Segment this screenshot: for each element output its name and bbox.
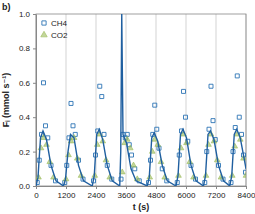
data-point: [232, 143, 238, 148]
data-point: [100, 95, 104, 99]
data-point: [155, 127, 159, 131]
x-tick-mark: [156, 186, 157, 189]
y-tick-label: 1.0: [19, 10, 31, 19]
y-axis-title: Fᵢ (mmol s⁻¹): [1, 73, 11, 128]
data-point: [182, 89, 186, 93]
x-tick: 2400: [88, 186, 106, 200]
y-tick: 0.0: [19, 182, 36, 191]
x-tick-mark: [186, 186, 187, 189]
x-tick-mark: [216, 186, 217, 189]
x-tick: 3600: [118, 186, 136, 200]
grid-line: [156, 14, 157, 186]
x-tick: 6000: [178, 186, 196, 200]
x-tick-label: 2400: [88, 191, 106, 200]
y-axis: 0.0 0.2 0.4 0.6 0.8 1.0: [19, 10, 37, 191]
grid: [36, 14, 246, 186]
y-tick-label: 0.8: [19, 44, 31, 53]
y-tick-mark: [33, 186, 36, 187]
data-point: [69, 101, 73, 105]
data-point: [44, 124, 48, 128]
legend-label: CO2: [51, 31, 68, 40]
x-tick-label: 6000: [178, 191, 196, 200]
y-tick-mark: [33, 14, 36, 15]
y-tick-mark: [33, 117, 36, 118]
x-tick-mark: [96, 186, 97, 189]
legend-marker: [41, 31, 47, 37]
x-tick: 1200: [58, 186, 76, 200]
x-tick-mark: [246, 186, 247, 189]
y-tick-label: 0.4: [19, 113, 31, 122]
x-tick-label: 4800: [148, 191, 166, 200]
x-axis-line: [37, 186, 247, 187]
data-point: [237, 115, 241, 119]
grid-line: [186, 14, 187, 186]
x-tick-mark: [126, 186, 127, 189]
x-tick: 7200: [208, 186, 226, 200]
data-point: [71, 124, 75, 128]
x-axis-title: t (s): [133, 202, 150, 212]
y-tick-label: 0.6: [19, 79, 31, 88]
chart-svg: 012002400360048006000720084000.00.20.40.…: [0, 0, 255, 214]
data-point: [94, 141, 100, 146]
legend-marker: [42, 21, 46, 25]
chart-container: 012002400360048006000720084000.00.20.40.…: [0, 0, 255, 214]
data-point: [206, 141, 212, 146]
y-tick: 0.6: [19, 79, 36, 88]
plot-area: 012002400360048006000720084000.00.20.40.…: [19, 10, 255, 200]
panel-title: b): [2, 2, 11, 12]
x-tick: 4800: [148, 186, 166, 200]
y-tick-mark: [33, 83, 36, 84]
data-point: [243, 172, 246, 177]
data-point: [235, 74, 239, 78]
data-point: [184, 115, 188, 119]
data-point: [98, 84, 102, 88]
x-tick-label: 8400: [238, 191, 255, 200]
data-layer: [36, 14, 246, 186]
x-tick-label: 3600: [118, 191, 136, 200]
x-tick: 0: [34, 186, 39, 200]
data-point: [42, 81, 46, 85]
x-tick-mark: [66, 186, 67, 189]
data-point: [209, 84, 213, 88]
data-point: [153, 103, 157, 107]
y-tick-mark: [33, 48, 36, 49]
data-point: [130, 153, 134, 157]
y-tick-mark: [33, 152, 36, 153]
y-tick-label: 0.2: [19, 148, 31, 157]
y-tick: 0.2: [19, 148, 36, 157]
y-tick-label: 0.0: [19, 182, 31, 191]
x-tick-label: 7200: [208, 191, 226, 200]
x-axis: 0 1200 2400 3600 4800 6000 7200 8400: [34, 186, 255, 200]
model-line: [36, 14, 246, 186]
plot-frame: [36, 14, 246, 186]
legend-label: CH4: [51, 19, 68, 28]
data-point: [133, 167, 137, 171]
x-tick-label: 0: [34, 191, 39, 200]
data-point: [131, 162, 137, 167]
legend: CH4CO2: [41, 19, 68, 40]
data-point: [211, 119, 215, 123]
data-point: [38, 145, 44, 150]
y-tick: 1.0: [19, 10, 36, 19]
x-tick-label: 1200: [58, 191, 76, 200]
grid-line: [126, 14, 127, 186]
y-tick: 0.4: [19, 113, 36, 122]
x-tick: 8400: [238, 186, 255, 200]
y-tick: 0.8: [19, 44, 36, 53]
